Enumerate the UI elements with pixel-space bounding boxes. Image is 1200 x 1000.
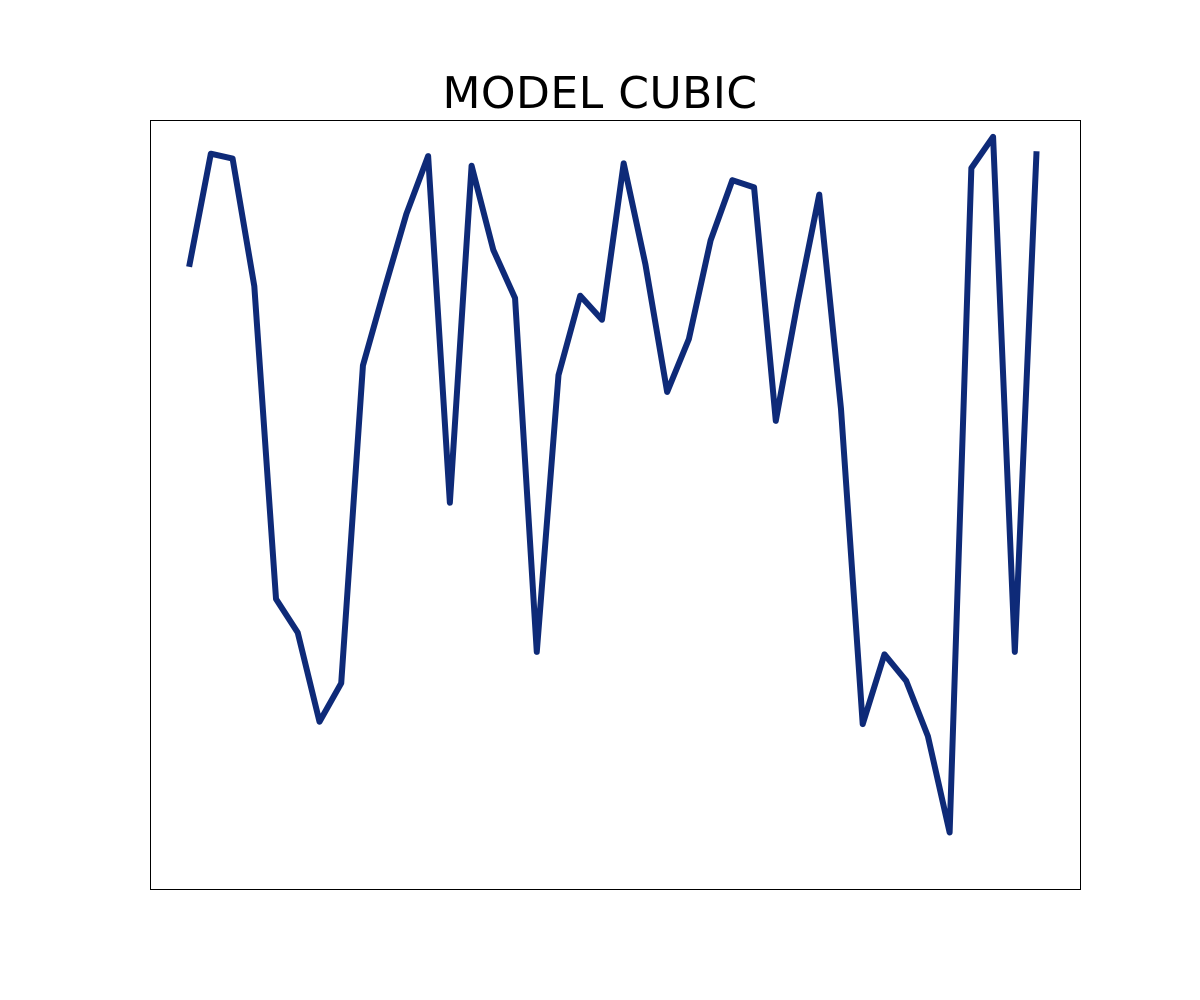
series-layer <box>186 133 1040 836</box>
plot-frame <box>150 120 1081 890</box>
chart-title: MODEL CUBIC <box>442 68 758 119</box>
series-line-0 <box>186 133 1040 836</box>
